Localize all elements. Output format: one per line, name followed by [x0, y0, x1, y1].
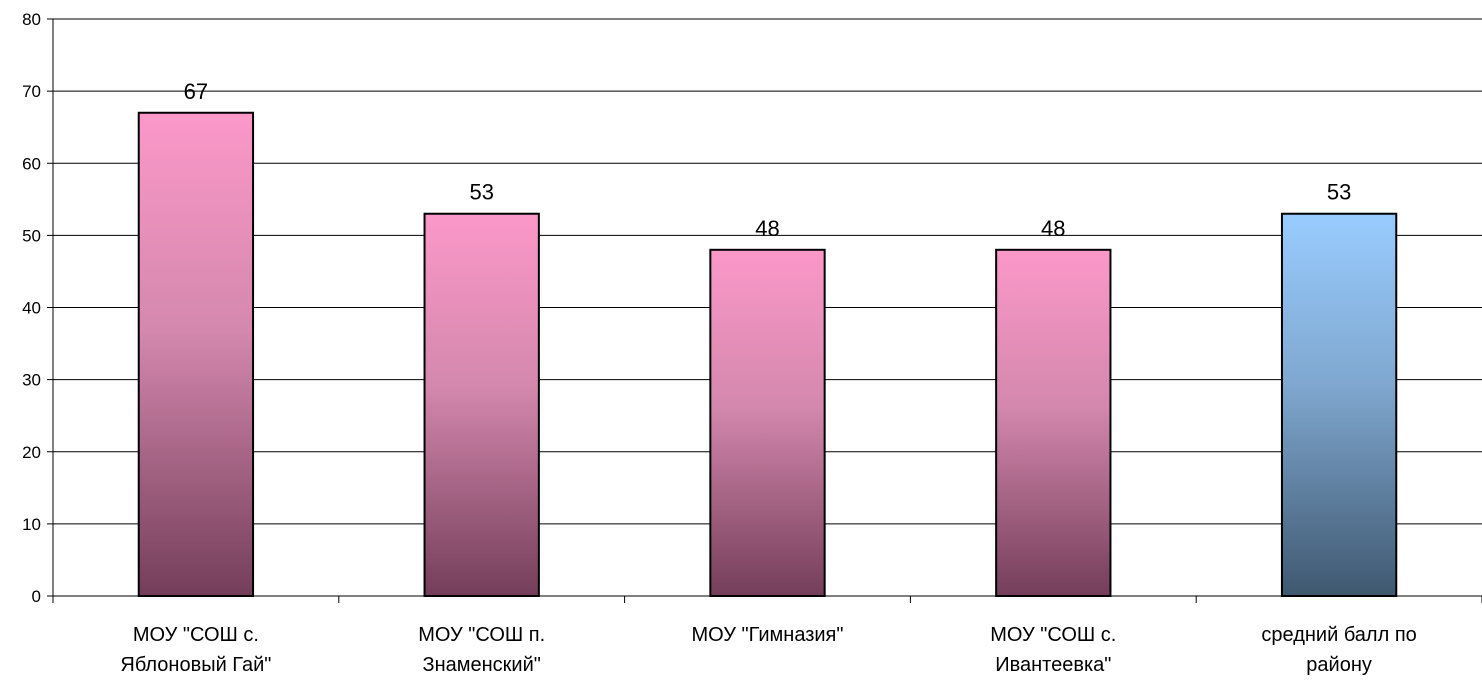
x-category-label: средний балл по району	[1261, 624, 1416, 676]
x-category-label-line: средний балл по	[1261, 624, 1416, 646]
data-label: 48	[755, 216, 779, 241]
labels: 0 10 20 30 40 50 60 70 80 67 МОУ "СОШ с. Яблоновый …	[22, 10, 1417, 676]
bar	[1280, 212, 1398, 598]
y-tick-label: 0	[32, 587, 41, 606]
x-category-label: МОУ "Гимназия"	[692, 624, 844, 646]
y-tick-label: 70	[22, 82, 41, 101]
x-category-label: МОУ "СОШ п. Знаменский"	[418, 624, 545, 676]
x-category-label-line: МОУ "СОШ п.	[418, 624, 545, 646]
data-label: 53	[1327, 180, 1351, 205]
y-tick-label: 20	[22, 443, 41, 462]
x-category-label: МОУ "СОШ с. Ивантеевка"	[990, 624, 1116, 676]
data-label: 48	[1041, 216, 1065, 241]
x-category-label: МОУ "СОШ с. Яблоновый Гай"	[120, 624, 271, 676]
data-label: 53	[469, 180, 493, 205]
y-tick-label: 80	[22, 10, 41, 29]
x-category-label-line: МОУ "СОШ с.	[133, 624, 259, 646]
x-category-label-line: Ивантеевка"	[995, 654, 1111, 676]
data-label: 67	[184, 79, 208, 104]
y-tick-label: 50	[22, 226, 41, 245]
x-category-label-line: МОУ "СОШ с.	[990, 624, 1116, 646]
bars	[137, 111, 1398, 598]
y-tick-label: 30	[22, 371, 41, 390]
x-category-label-line: Знаменский"	[423, 654, 541, 676]
y-tick-label: 40	[22, 299, 41, 318]
axes	[47, 18, 1482, 603]
bar	[709, 248, 826, 598]
bar	[995, 248, 1112, 598]
x-category-label-line: МОУ "Гимназия"	[692, 624, 844, 646]
bar	[423, 212, 540, 598]
y-tick-label: 60	[22, 154, 41, 173]
x-category-label-line: району	[1306, 654, 1372, 676]
x-category-label-line: Яблоновый Гай"	[120, 654, 271, 676]
bar	[137, 111, 255, 597]
y-tick-label: 10	[22, 515, 41, 534]
